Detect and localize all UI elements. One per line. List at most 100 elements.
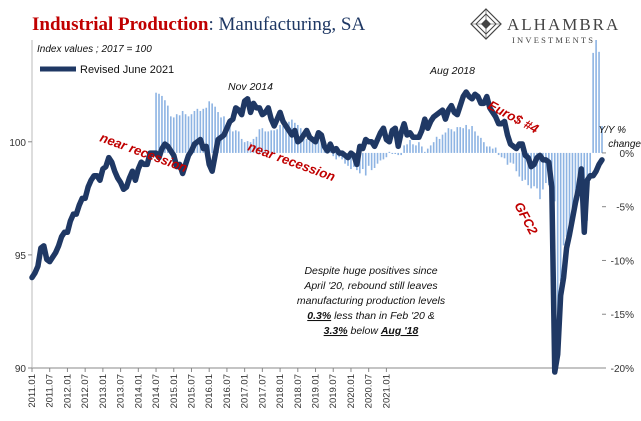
x-tick-label: 2020.01 bbox=[346, 374, 357, 408]
yoy-bar bbox=[175, 114, 178, 153]
yoy-bar bbox=[305, 138, 308, 153]
yoy-bar bbox=[279, 124, 281, 153]
logo-name: ALHAMBRA bbox=[507, 15, 620, 34]
yoy-bar bbox=[444, 132, 447, 153]
x-tick-label: 2018.07 bbox=[293, 374, 304, 408]
yoy-bar bbox=[373, 152, 376, 168]
yoy-bar bbox=[249, 142, 252, 153]
yoy-bar bbox=[421, 146, 423, 153]
yoy-bar bbox=[261, 128, 264, 153]
commentary-line1: Despite huge positives since bbox=[304, 265, 437, 277]
yoy-bar bbox=[527, 152, 529, 186]
yoy-bar bbox=[155, 92, 157, 153]
x-tick-label: 2013.07 bbox=[116, 374, 127, 408]
yoy-bar bbox=[509, 152, 512, 163]
yoy-bar bbox=[308, 141, 311, 153]
commentary-text: Despite huge positives since April '20, … bbox=[297, 265, 446, 337]
yoy-bar bbox=[468, 129, 470, 153]
commentary-line5: 3.3% below Aug '18 bbox=[324, 325, 419, 337]
x-tick-label: 2011.07 bbox=[45, 374, 56, 408]
yoy-bar bbox=[500, 152, 503, 158]
yoy-bar bbox=[506, 152, 509, 165]
yoy-bar bbox=[364, 152, 367, 176]
yoy-bar bbox=[418, 142, 420, 153]
yoy-bar bbox=[545, 152, 547, 184]
x-tick-label: 2012.01 bbox=[62, 374, 73, 408]
yoy-bar bbox=[456, 127, 459, 153]
yoy-bar bbox=[193, 110, 196, 153]
yoy-bar bbox=[530, 152, 532, 189]
right-tick-label: -10% bbox=[611, 256, 634, 267]
annotation-gfc2: GFC2 bbox=[511, 199, 541, 237]
yoy-bar bbox=[320, 143, 323, 153]
left-tick-label: 90 bbox=[15, 364, 27, 375]
yoy-bar bbox=[450, 129, 453, 153]
yoy-bar bbox=[187, 116, 190, 153]
yoy-bar bbox=[382, 152, 385, 160]
yoy-bar bbox=[240, 138, 243, 153]
yoy-bar bbox=[270, 130, 273, 153]
yoy-bar bbox=[536, 152, 538, 189]
yoy-bar bbox=[488, 146, 491, 153]
x-tick-label: 2021.01 bbox=[381, 374, 392, 408]
yoy-bar bbox=[237, 131, 240, 153]
legend: Revised June 2021 bbox=[40, 64, 174, 76]
yoy-bar bbox=[465, 124, 467, 153]
yoy-bar bbox=[403, 145, 405, 153]
x-tick-label: 2018.01 bbox=[275, 374, 286, 408]
yoy-bar bbox=[205, 107, 208, 153]
yoy-bar bbox=[512, 152, 515, 164]
yoy-bar bbox=[574, 152, 577, 211]
alhambra-diamond-icon bbox=[470, 8, 502, 40]
yoy-bar bbox=[571, 152, 574, 217]
yoy-bar bbox=[542, 152, 544, 190]
x-axis-ticks: 2011.01 2011.07 2012.01 2012.07 2013.01 2013.… bbox=[27, 368, 392, 408]
yoy-bar bbox=[252, 138, 255, 153]
yoy-bar bbox=[453, 131, 456, 153]
yoy-bar bbox=[181, 110, 184, 153]
index-note: Index values ; 2017 = 100 bbox=[37, 44, 152, 55]
yoy-bar bbox=[190, 114, 193, 153]
yoy-bar bbox=[598, 51, 600, 153]
yoy-bar bbox=[172, 117, 175, 153]
yoy-bar bbox=[406, 144, 408, 153]
yoy-bar bbox=[314, 141, 317, 153]
yoy-bar bbox=[208, 101, 211, 153]
x-tick-label: 2011.01 bbox=[27, 374, 38, 408]
right-tick-label: -15% bbox=[611, 310, 634, 321]
yoy-bar bbox=[435, 136, 438, 153]
yoy-bar bbox=[503, 152, 506, 159]
yoy-bar bbox=[462, 128, 464, 153]
yoy-bar bbox=[497, 152, 500, 156]
yoy-bar bbox=[376, 152, 379, 164]
yoy-bar bbox=[477, 135, 479, 153]
yoy-bar bbox=[267, 131, 270, 153]
yoy-bar bbox=[385, 152, 388, 158]
yoy-bar bbox=[161, 95, 163, 153]
yoy-bar bbox=[379, 152, 382, 161]
yoy-bar bbox=[164, 100, 166, 153]
yoy-bar bbox=[288, 121, 290, 153]
yoy-bar bbox=[486, 146, 488, 153]
yoy-bar bbox=[335, 152, 337, 160]
yoy-bar bbox=[438, 138, 441, 153]
yoy-bar bbox=[568, 152, 571, 224]
yoy-bar bbox=[350, 152, 352, 170]
yoy-bar bbox=[282, 126, 284, 153]
x-tick-label: 2015.01 bbox=[169, 374, 180, 408]
yoy-bar bbox=[539, 152, 541, 200]
x-tick-label: 2016.07 bbox=[222, 374, 233, 408]
right-axis-ticks: 0% -5% -10% -15% -20% bbox=[602, 149, 634, 375]
yoy-bar bbox=[199, 110, 202, 153]
yoy-bar bbox=[367, 152, 370, 166]
yoy-bar bbox=[409, 140, 411, 153]
yoy-bar bbox=[533, 152, 535, 187]
yoy-bar bbox=[276, 129, 278, 153]
yoy-bar bbox=[394, 152, 397, 154]
yoy-bar bbox=[217, 112, 219, 153]
legend-label: Revised June 2021 bbox=[80, 64, 174, 76]
right-tick-label: -20% bbox=[611, 364, 634, 375]
right-tick-label: 0% bbox=[620, 149, 635, 160]
yoy-bar bbox=[370, 152, 373, 171]
yoy-bar bbox=[441, 134, 444, 153]
